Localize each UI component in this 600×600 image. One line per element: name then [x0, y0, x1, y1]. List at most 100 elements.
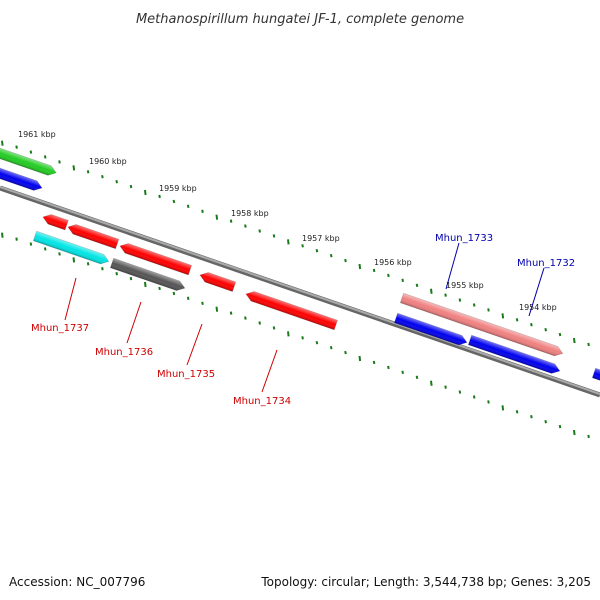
tick-mark-inner — [186, 296, 190, 301]
tick-mark-inner — [487, 400, 490, 404]
accession-text: Accession: NC_007796 — [9, 575, 145, 589]
tick-mark-inner — [358, 355, 362, 362]
gene-feature-blue — [393, 312, 468, 346]
tick-mark-outer — [301, 244, 304, 248]
tick-mark-inner — [515, 410, 519, 414]
tick-mark-outer — [387, 273, 390, 278]
tick-mark-outer — [358, 263, 362, 270]
tick-mark-inner — [258, 321, 261, 325]
gene-feature-red — [119, 243, 193, 276]
tick-mark-outer — [444, 293, 447, 297]
gene-feature-red — [199, 272, 237, 292]
tick-mark-inner — [530, 415, 533, 419]
gene-label-mhun-1732: Mhun_1732 — [517, 258, 575, 269]
tick-mark-inner — [501, 405, 505, 411]
gene-label-mhun-1733: Mhun_1733 — [435, 233, 493, 244]
tick-mark-outer — [244, 224, 247, 228]
tick-label-1957: 1957 kbp — [302, 234, 340, 243]
tick-mark-inner — [401, 370, 404, 375]
gene-label-mhun-1734: Mhun_1734 — [233, 396, 291, 407]
tick-mark-inner — [458, 390, 462, 394]
tick-mark-inner — [129, 276, 133, 281]
tick-mark-outer — [530, 323, 533, 327]
tick-mark-outer — [115, 179, 118, 184]
tick-mark-outer — [215, 214, 219, 220]
gene-feature-mhun-1734 — [245, 291, 338, 331]
map-title: Methanospirillum hungatei JF-1, complete… — [136, 12, 464, 27]
tick-mark-outer — [287, 239, 290, 245]
tick-mark-inner — [101, 267, 104, 271]
tick-marks-inner — [1, 232, 590, 439]
tick-mark-inner — [1, 232, 4, 238]
gene-labels: Mhun_1737 Mhun_1736 Mhun_1735 Mhun_1734 … — [31, 233, 575, 407]
gene-label-mhun-1736: Mhun_1736 — [95, 347, 153, 358]
tick-mark-outer — [458, 298, 462, 302]
tick-mark-inner — [58, 252, 61, 256]
tick-mark-inner — [172, 291, 176, 296]
tick-mark-inner — [287, 331, 290, 337]
tick-mark-outer — [172, 199, 176, 204]
tick-mark-inner — [229, 311, 233, 315]
gene-feature-gray — [109, 257, 186, 291]
tick-mark-inner — [315, 341, 319, 345]
gene-feature-pink — [399, 292, 564, 357]
tick-mark-outer — [401, 278, 404, 283]
tick-mark-outer — [415, 283, 419, 287]
tick-mark-inner — [544, 419, 547, 424]
tick-mark-outer — [15, 145, 18, 149]
tick-mark-outer — [86, 170, 90, 174]
tick-mark-inner — [43, 247, 47, 251]
tick-mark-inner — [558, 424, 562, 429]
tick-labels: 1961 kbp 1960 kbp 1959 kbp 1958 kbp 1957… — [18, 130, 557, 312]
tick-mark-outer — [186, 204, 190, 209]
tick-mark-outer — [558, 332, 562, 337]
tick-mark-outer — [544, 327, 547, 332]
tick-mark-inner — [144, 281, 147, 288]
tick-mark-outer — [72, 165, 76, 171]
tick-mark-inner — [415, 375, 419, 379]
gene-feature-red — [67, 224, 120, 250]
tick-mark-inner — [573, 429, 576, 436]
tick-mark-inner — [86, 262, 90, 266]
tick-mark-inner — [272, 326, 276, 330]
tick-mark-outer — [344, 258, 347, 263]
tick-mark-outer — [315, 249, 319, 253]
tick-mark-outer — [43, 155, 47, 159]
genome-summary-text: Topology: circular; Length: 3,544,738 bp… — [260, 575, 591, 589]
tick-mark-outer — [587, 342, 590, 347]
gene-feature-blue — [467, 334, 561, 374]
tick-label-1958: 1958 kbp — [231, 209, 269, 218]
tick-marks-outer — [1, 140, 590, 347]
tick-mark-inner — [444, 385, 447, 389]
tick-mark-outer — [372, 268, 376, 273]
gene-feature-cyan — [32, 230, 110, 265]
tick-mark-outer — [573, 337, 576, 344]
tick-mark-outer — [101, 175, 104, 179]
tick-mark-inner — [215, 306, 219, 312]
tick-mark-inner — [115, 271, 118, 276]
gene-label-mhun-1735: Mhun_1735 — [157, 369, 215, 380]
tick-mark-inner — [387, 365, 390, 370]
tick-mark-inner — [244, 316, 247, 320]
tick-mark-outer — [258, 229, 261, 233]
tick-mark-outer — [158, 194, 161, 199]
tick-mark-inner — [472, 395, 476, 399]
tick-mark-outer — [58, 160, 61, 164]
tick-label-1959: 1959 kbp — [159, 184, 197, 193]
tick-mark-outer — [29, 150, 33, 154]
gene-label-mhun-1737: Mhun_1737 — [31, 323, 89, 334]
tick-mark-outer — [129, 184, 133, 189]
gene-feature-red-small — [42, 214, 69, 231]
gene-feature-blue-edge — [591, 367, 600, 383]
tick-label-1961: 1961 kbp — [18, 130, 56, 139]
gene-feature-blue-left — [0, 164, 43, 191]
backbone — [0, 185, 600, 398]
tick-mark-outer — [201, 209, 204, 213]
tick-mark-inner — [158, 286, 161, 291]
gene-features — [0, 144, 600, 383]
gene-feature-green — [0, 144, 57, 176]
tick-label-1955: 1955 kbp — [446, 281, 484, 290]
tick-mark-outer — [229, 219, 233, 223]
tick-mark-inner — [587, 434, 590, 439]
